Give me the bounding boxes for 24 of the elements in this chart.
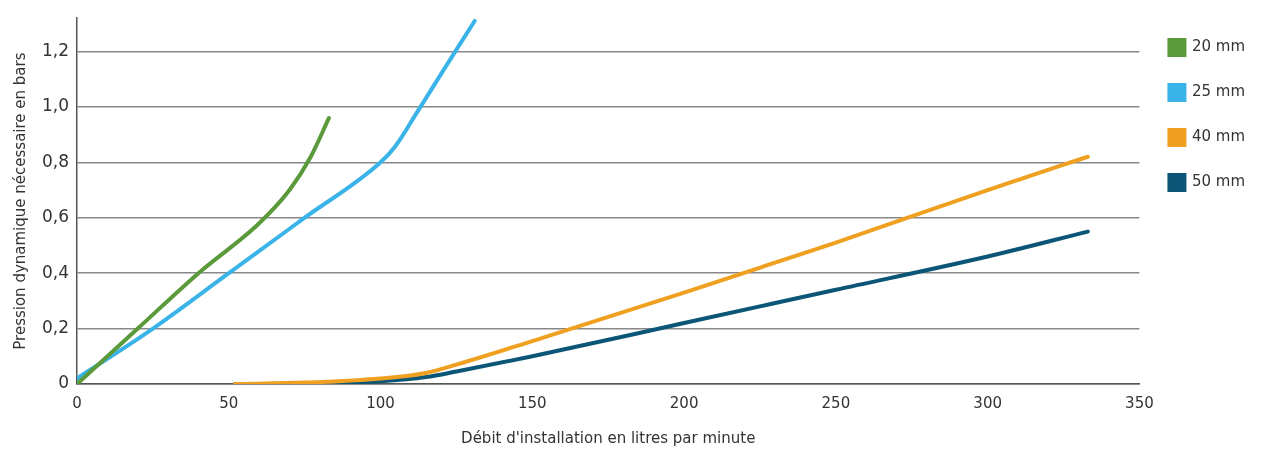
x-tick-label: 300 xyxy=(973,393,1002,412)
y-tick-label: 1,2 xyxy=(41,39,70,60)
x-tick-label: 100 xyxy=(366,393,395,412)
y-axis-title: Pression dynamique nécessaire en bars xyxy=(10,52,29,350)
x-tick-label: 350 xyxy=(1125,393,1154,412)
y-tick-label: 0,2 xyxy=(41,317,70,337)
x-tick-label: 200 xyxy=(669,393,699,412)
y-tick-label: 0,8 xyxy=(41,150,70,171)
legend-label: 50 mm xyxy=(1191,172,1246,191)
line-series xyxy=(77,18,477,381)
legend-label: 20 mm xyxy=(1191,37,1246,56)
line-series xyxy=(232,154,1090,384)
y-tick-label: 0,6 xyxy=(41,206,70,227)
y-tick-label: 1,0 xyxy=(41,95,70,116)
legend-label: 40 mm xyxy=(1191,127,1246,146)
x-tick-label: 150 xyxy=(518,393,547,412)
x-tick-label: 250 xyxy=(821,393,851,412)
y-tick-label: 0 xyxy=(58,372,70,393)
x-axis-title: Débit d'installation en litres par minute xyxy=(461,428,756,447)
y-tick-label: 0,4 xyxy=(41,261,70,282)
legend-label: 25 mm xyxy=(1191,82,1246,101)
x-tick-label: 50 xyxy=(219,393,239,412)
line-series xyxy=(77,115,331,384)
x-tick-label: 0 xyxy=(72,393,82,412)
